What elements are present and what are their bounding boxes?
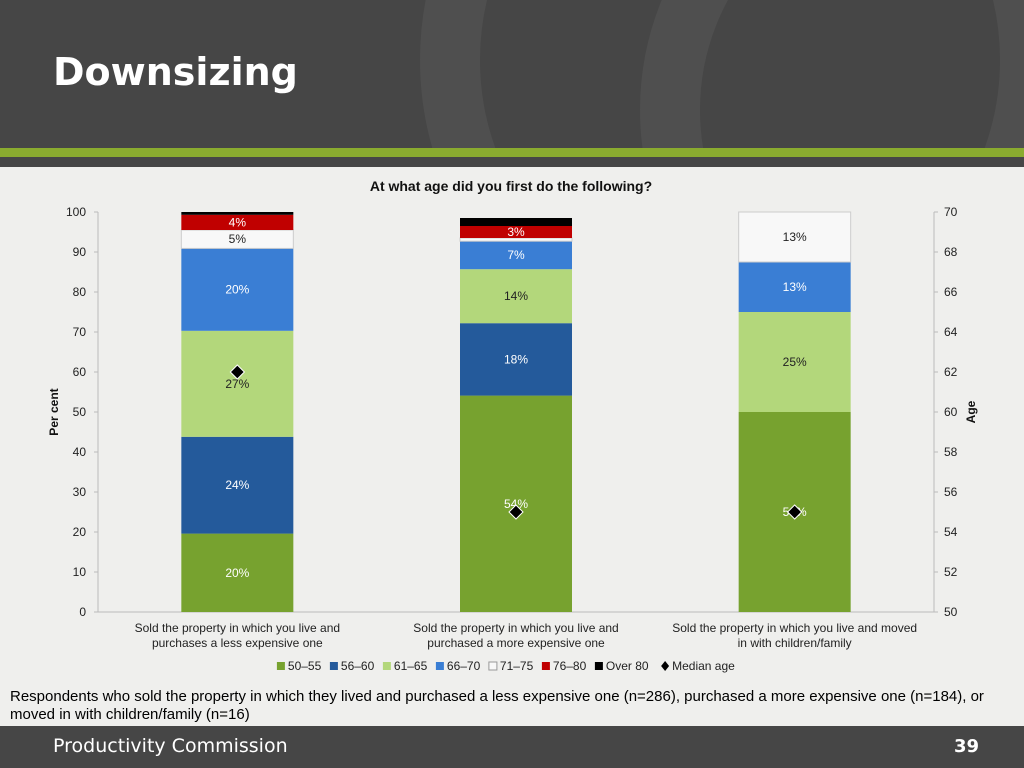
bar-segment <box>460 226 572 238</box>
page-number: 39 <box>953 736 979 757</box>
y-tick-label: 40 <box>73 445 87 459</box>
bar-segment <box>181 248 294 331</box>
bar-segment <box>460 395 572 612</box>
bar-segment <box>460 218 572 226</box>
y2-tick-label: 58 <box>944 445 958 459</box>
bar-data-label: 54% <box>504 497 528 511</box>
header-accent-stripe <box>0 148 1024 157</box>
legend-label: 50–55 <box>288 659 322 673</box>
legend-median-marker <box>661 661 670 671</box>
y-tick-label: 0 <box>79 605 86 619</box>
bar-segment <box>460 241 572 270</box>
legend-swatch <box>594 662 603 670</box>
legend-swatch <box>276 662 285 670</box>
y-tick-label: 30 <box>73 485 87 499</box>
bar-segment <box>460 323 572 396</box>
legend-label: 61–65 <box>394 659 428 673</box>
bar-data-label: 7% <box>507 248 525 262</box>
bar-data-label: 5% <box>229 232 247 246</box>
y-tick-label: 100 <box>66 205 86 219</box>
bar-segment <box>738 312 851 412</box>
bar-data-label: 3% <box>507 225 525 239</box>
legend-swatch <box>382 662 391 670</box>
bar-segment <box>738 262 851 312</box>
y2-tick-label: 66 <box>944 285 958 299</box>
legend-label: 66–70 <box>447 659 481 673</box>
y-tick-label: 90 <box>73 245 87 259</box>
y2-tick-label: 68 <box>944 245 958 259</box>
y-tick-label: 10 <box>73 565 87 579</box>
y-tick-label: 50 <box>73 405 87 419</box>
chart-title: At what age did you first do the followi… <box>370 178 652 194</box>
bar-segment <box>181 214 294 230</box>
legend-label: 56–60 <box>341 659 375 673</box>
respondents-note: Respondents who sold the property in whi… <box>10 688 984 723</box>
x-category-label: Sold the property in which you live and … <box>672 621 917 635</box>
slide-footer: Productivity Commission 39 <box>0 726 1024 768</box>
y2-tick-label: 64 <box>944 325 958 339</box>
y-tick-label: 80 <box>73 285 87 299</box>
bar-data-label: 13% <box>783 230 807 244</box>
bar-segment <box>181 330 294 437</box>
x-category-label: in with children/family <box>738 636 852 650</box>
bar-data-label: 14% <box>504 289 528 303</box>
legend-swatch <box>488 661 498 671</box>
y2-tick-label: 62 <box>944 365 958 379</box>
x-category-label: Sold the property in which you live and <box>413 621 618 635</box>
y2-tick-label: 52 <box>944 565 958 579</box>
x-category-label: purchases a less expensive one <box>152 636 323 650</box>
y-tick-label: 20 <box>73 525 87 539</box>
y2-tick-label: 60 <box>944 405 958 419</box>
legend-label: Over 80 <box>606 659 649 673</box>
y2-tick-label: 54 <box>944 525 958 539</box>
bar-data-label: 24% <box>225 478 249 492</box>
legend-swatch <box>541 662 550 670</box>
bar-data-label: 27% <box>225 377 249 391</box>
legend-swatch <box>329 662 338 670</box>
bar-segment <box>181 212 294 215</box>
slide-header: Downsizing <box>0 0 1024 148</box>
bar-data-label: 13% <box>783 280 807 294</box>
legend-swatch <box>435 662 444 670</box>
median-age-marker <box>786 504 803 520</box>
header-dark-stripe <box>0 157 1024 167</box>
bar-segment <box>181 436 294 534</box>
y2-tick-label: 56 <box>944 485 958 499</box>
slide-title: Downsizing <box>53 50 298 94</box>
header-decoration <box>640 0 1024 148</box>
bar-segment <box>460 269 572 324</box>
bar-data-label: 4% <box>229 215 247 229</box>
bar-data-label: 20% <box>225 566 249 580</box>
x-category-label: Sold the property in which you live and <box>135 621 340 635</box>
y-tick-label: 60 <box>73 365 87 379</box>
legend-label: 71–75 <box>500 659 534 673</box>
median-age-marker <box>508 504 524 520</box>
y-tick-label: 70 <box>73 325 87 339</box>
bar-segment <box>738 211 852 263</box>
x-category-label: purchased a more expensive one <box>427 636 605 650</box>
bar-data-label: 20% <box>225 283 249 297</box>
footer-organisation: Productivity Commission <box>53 735 288 757</box>
legend-label: 76–80 <box>553 659 587 673</box>
legend-label: Median age <box>672 659 735 673</box>
bar-segment <box>181 533 294 612</box>
bar-data-label: 18% <box>504 352 528 366</box>
y2-tick-label: 50 <box>944 605 958 619</box>
y2-tick-label: 70 <box>944 205 958 219</box>
stacked-bar-chart: At what age did you first do the followi… <box>47 178 978 673</box>
bar-data-label: 25% <box>783 355 807 369</box>
y-axis-title: Per cent <box>47 388 61 435</box>
y2-axis-title: Age <box>964 400 978 423</box>
median-age-marker <box>229 364 246 380</box>
